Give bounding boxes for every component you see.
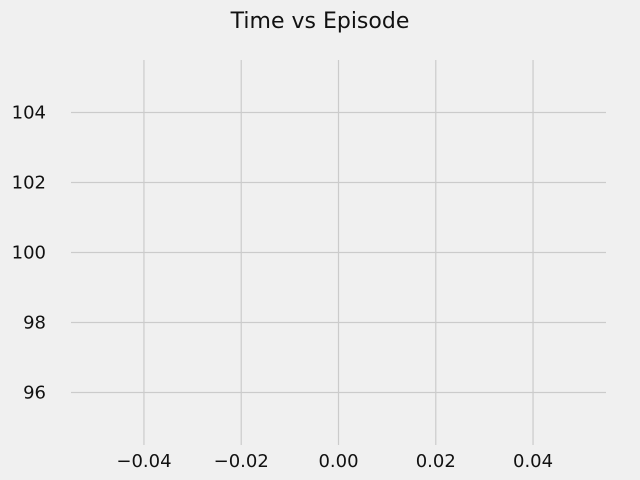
y-tick-label: 96: [23, 383, 46, 404]
chart-title: Time vs Episode: [230, 9, 410, 34]
y-tick-label: 104: [12, 103, 46, 124]
x-tick-label: −0.02: [214, 451, 269, 472]
y-tick-label: 102: [12, 173, 46, 194]
x-tick-label: 0.02: [416, 451, 456, 472]
x-tick-label: 0.04: [513, 451, 553, 472]
y-tick-label: 100: [12, 243, 46, 264]
tick-layer: −0.04 −0.02 0.00 0.02 0.04 96 98 100 102 104: [12, 103, 553, 473]
x-tick-label: 0.00: [318, 451, 358, 472]
y-tick-label: 98: [23, 313, 46, 334]
x-tick-label: −0.04: [116, 451, 171, 472]
grid-layer: [71, 60, 606, 445]
